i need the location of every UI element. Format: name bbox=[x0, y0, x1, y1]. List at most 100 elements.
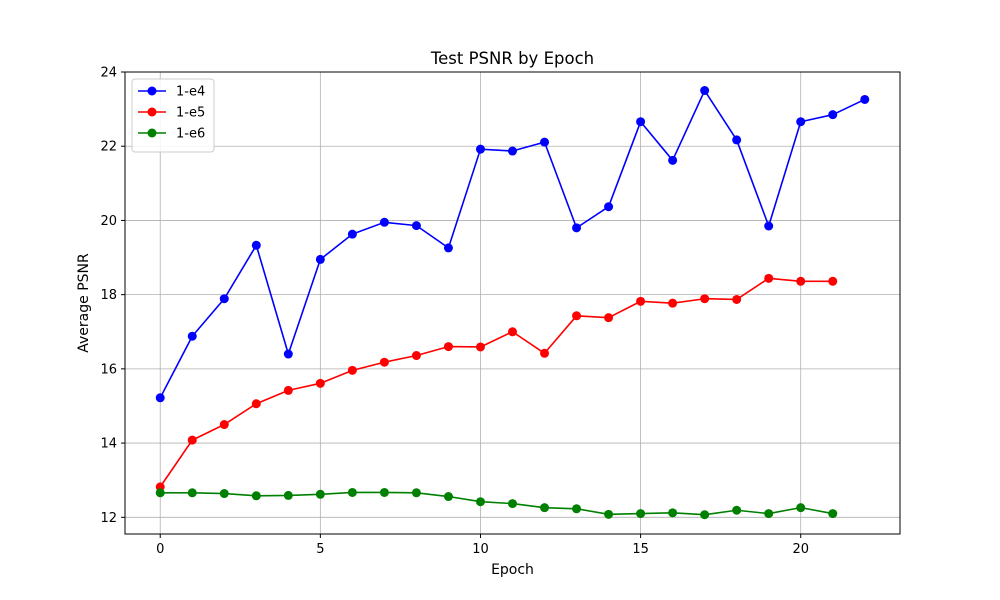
data-point-1-e4 bbox=[764, 221, 774, 231]
data-point-1-e4 bbox=[475, 144, 485, 154]
data-point-1-e5 bbox=[411, 351, 421, 361]
data-point-1-e4 bbox=[732, 135, 742, 145]
data-point-1-e6 bbox=[732, 505, 742, 515]
data-point-1-e4 bbox=[508, 146, 517, 156]
y-tick-label: 24 bbox=[100, 66, 117, 81]
y-tick-label: 20 bbox=[100, 214, 117, 229]
y-tick-label: 12 bbox=[100, 511, 117, 526]
data-point-1-e5 bbox=[540, 348, 550, 358]
legend-marker-1-e5 bbox=[147, 107, 157, 117]
y-tick-label: 14 bbox=[100, 437, 117, 452]
data-point-1-e5 bbox=[315, 378, 325, 388]
x-tick-label: 0 bbox=[156, 542, 164, 557]
series-1-e4 bbox=[155, 86, 870, 403]
data-point-1-e5 bbox=[764, 273, 774, 283]
data-point-1-e4 bbox=[540, 137, 550, 147]
data-point-1-e5 bbox=[251, 399, 261, 409]
data-point-1-e4 bbox=[636, 117, 646, 127]
x-tick-label: 10 bbox=[472, 542, 489, 557]
data-point-1-e4 bbox=[411, 221, 421, 231]
data-point-1-e5 bbox=[443, 342, 453, 352]
data-point-1-e5 bbox=[475, 342, 485, 352]
series-line-1-e6 bbox=[160, 491, 833, 516]
data-point-1-e5 bbox=[187, 435, 197, 445]
data-point-1-e4 bbox=[796, 117, 806, 127]
data-point-1-e5 bbox=[668, 298, 678, 308]
data-point-1-e5 bbox=[508, 327, 517, 337]
data-point-1-e6 bbox=[155, 488, 165, 498]
data-point-1-e6 bbox=[475, 497, 485, 507]
data-point-1-e6 bbox=[315, 489, 325, 499]
data-point-1-e6 bbox=[283, 490, 293, 500]
legend-item-1-e6: 1-e6 bbox=[138, 127, 205, 142]
y-axis-label: Average PSNR bbox=[76, 253, 92, 353]
data-point-1-e4 bbox=[347, 229, 357, 239]
data-point-1-e4 bbox=[155, 393, 165, 403]
data-point-1-e6 bbox=[572, 504, 582, 514]
data-point-1-e4 bbox=[251, 240, 261, 250]
data-point-1-e4 bbox=[443, 243, 453, 253]
data-point-1-e4 bbox=[315, 254, 325, 264]
data-point-1-e6 bbox=[219, 489, 229, 499]
data-point-1-e5 bbox=[379, 357, 389, 367]
data-point-1-e5 bbox=[700, 294, 710, 304]
legend-label-1-e4: 1-e4 bbox=[176, 85, 205, 100]
legend: 1-e4 1-e5 1-e6 bbox=[131, 78, 215, 153]
data-point-1-e4 bbox=[379, 217, 389, 227]
data-point-1-e6 bbox=[540, 503, 550, 513]
data-point-1-e6 bbox=[796, 503, 806, 513]
x-tick-label: 5 bbox=[316, 542, 324, 557]
x-tick-label: 20 bbox=[792, 542, 809, 557]
data-point-1-e6 bbox=[828, 509, 838, 519]
data-point-1-e5 bbox=[604, 313, 614, 323]
data-point-1-e6 bbox=[347, 487, 357, 497]
y-tick-label: 16 bbox=[100, 362, 117, 377]
data-point-1-e6 bbox=[187, 488, 197, 498]
data-point-1-e6 bbox=[668, 508, 678, 518]
data-point-1-e4 bbox=[572, 223, 582, 233]
data-point-1-e5 bbox=[283, 385, 293, 395]
legend-label-1-e5: 1-e5 bbox=[176, 106, 205, 121]
data-point-1-e5 bbox=[572, 311, 582, 321]
data-point-1-e6 bbox=[636, 509, 646, 519]
data-point-1-e6 bbox=[764, 509, 774, 519]
legend-item-1-e5: 1-e5 bbox=[138, 106, 205, 121]
data-point-1-e5 bbox=[828, 276, 838, 286]
data-point-1-e5 bbox=[732, 294, 742, 304]
data-point-1-e4 bbox=[283, 349, 293, 359]
chart-title: Test PSNR by Epoch bbox=[430, 49, 594, 68]
data-point-1-e4 bbox=[219, 294, 229, 304]
plot-frame bbox=[124, 71, 901, 535]
y-tick-label: 18 bbox=[100, 288, 117, 303]
data-point-1-e6 bbox=[411, 488, 421, 498]
data-point-1-e6 bbox=[379, 487, 389, 497]
data-point-1-e6 bbox=[700, 510, 710, 520]
legend-item-1-e4: 1-e4 bbox=[138, 85, 205, 100]
series-layer bbox=[155, 86, 870, 520]
data-point-1-e5 bbox=[347, 365, 357, 375]
legend-marker-1-e4 bbox=[147, 86, 157, 96]
data-point-1-e4 bbox=[700, 86, 710, 96]
data-point-1-e4 bbox=[604, 202, 614, 212]
legend-label-1-e6: 1-e6 bbox=[176, 127, 205, 142]
series-1-e5 bbox=[155, 273, 838, 492]
ticks: 0 5 10 15 20 12 14 16 18 20 22 24 bbox=[100, 66, 809, 558]
x-tick-label: 15 bbox=[632, 542, 649, 557]
data-point-1-e5 bbox=[219, 420, 229, 430]
x-axis-label: Epoch bbox=[491, 562, 534, 578]
data-point-1-e6 bbox=[443, 492, 453, 502]
data-point-1-e4 bbox=[828, 110, 838, 120]
series-line-1-e5 bbox=[159, 277, 833, 488]
y-tick-label: 22 bbox=[100, 140, 117, 155]
data-point-1-e6 bbox=[508, 499, 517, 509]
legend-marker-1-e6 bbox=[147, 128, 157, 138]
data-point-1-e6 bbox=[604, 509, 614, 519]
data-point-1-e4 bbox=[187, 331, 197, 341]
data-point-1-e4 bbox=[860, 94, 870, 104]
data-point-1-e5 bbox=[636, 296, 646, 306]
data-point-1-e4 bbox=[668, 155, 678, 165]
data-point-1-e6 bbox=[251, 491, 261, 501]
series-1-e6 bbox=[155, 487, 838, 520]
data-point-1-e5 bbox=[796, 276, 806, 286]
